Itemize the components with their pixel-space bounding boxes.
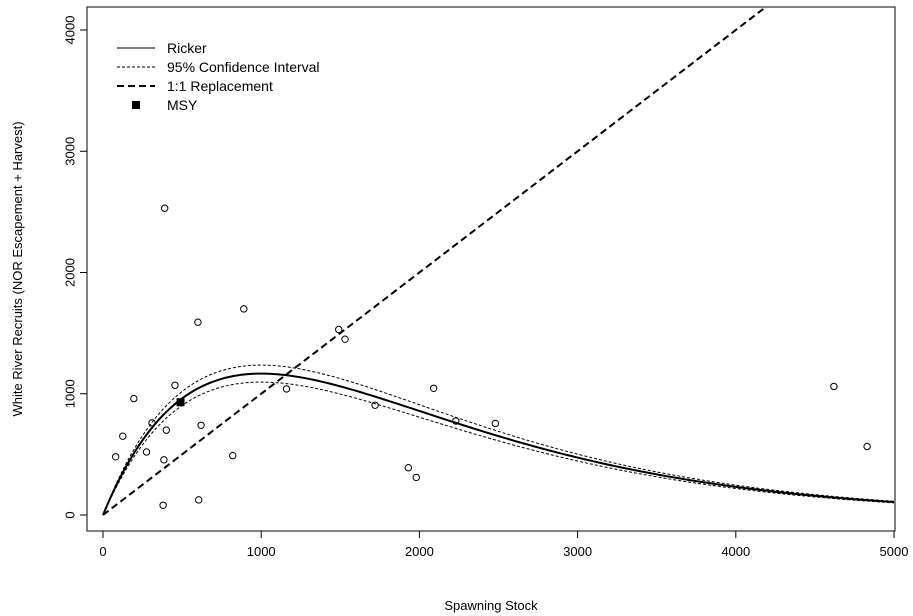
ci-lower-line	[102, 381, 895, 516]
data-point	[830, 382, 838, 391]
x-tick-label: 5000	[880, 544, 909, 559]
data-point	[404, 464, 413, 472]
legend-label: Ricker	[167, 40, 207, 56]
replacement-line	[102, 7, 768, 516]
data-point	[171, 381, 179, 389]
y-tick-label: 2000	[62, 258, 77, 287]
data-point	[119, 432, 127, 440]
data-point	[162, 426, 170, 434]
data-point	[194, 318, 202, 326]
data-point	[197, 421, 205, 429]
legend-label: MSY	[167, 97, 198, 113]
legend-item: MSY	[132, 97, 198, 113]
data-point	[240, 305, 248, 313]
data-point	[229, 451, 237, 460]
data-point	[491, 419, 500, 428]
data-point	[335, 325, 343, 334]
data-point	[195, 496, 203, 504]
data-point	[371, 401, 379, 409]
y-axis-title: White River Recruits (NOR Escapement + H…	[10, 121, 25, 416]
legend-label: 95% Confidence Interval	[167, 59, 320, 75]
x-axis-title: Spawning Stock	[444, 598, 538, 613]
y-tick-label: 4000	[62, 16, 77, 45]
y-tick-label: 0	[62, 511, 77, 518]
legend-label: 1:1 Replacement	[167, 78, 273, 94]
ricker-line	[102, 372, 895, 516]
data-point	[142, 448, 151, 456]
x-tick-label: 1000	[247, 544, 276, 559]
legend-item: Ricker	[117, 40, 207, 56]
data-point	[159, 501, 167, 509]
legend-item: 95% Confidence Interval	[117, 59, 320, 75]
x-tick-label: 2000	[405, 544, 434, 559]
data-point	[452, 417, 460, 425]
plot-area	[102, 7, 895, 516]
data-point	[160, 456, 168, 464]
legend: Ricker 95% Confidence Interval 1:1 Replace…	[117, 40, 320, 113]
x-tick-label: 4000	[721, 544, 750, 559]
data-point	[863, 442, 871, 451]
data-point	[148, 419, 156, 427]
data-point	[111, 453, 120, 461]
x-tick-label: 3000	[563, 544, 592, 559]
data-point	[341, 335, 349, 343]
data-point	[130, 394, 138, 403]
legend-item: 1:1 Replacement	[117, 78, 273, 94]
y-axis: 0 1000 2000 3000 4000	[62, 16, 88, 519]
data-point	[412, 473, 420, 482]
plot-content	[102, 7, 895, 516]
y-tick-label: 1000	[62, 379, 77, 408]
data-point	[160, 204, 169, 212]
x-axis: 0 1000 2000 3000 4000 5000	[99, 530, 909, 559]
data-point	[282, 385, 291, 393]
ci-upper-line	[102, 364, 895, 516]
data-point	[429, 384, 438, 392]
y-tick-label: 3000	[62, 137, 77, 166]
legend-swatch-square	[132, 101, 140, 109]
msy-point	[176, 398, 185, 407]
x-tick-label: 0	[99, 544, 106, 559]
